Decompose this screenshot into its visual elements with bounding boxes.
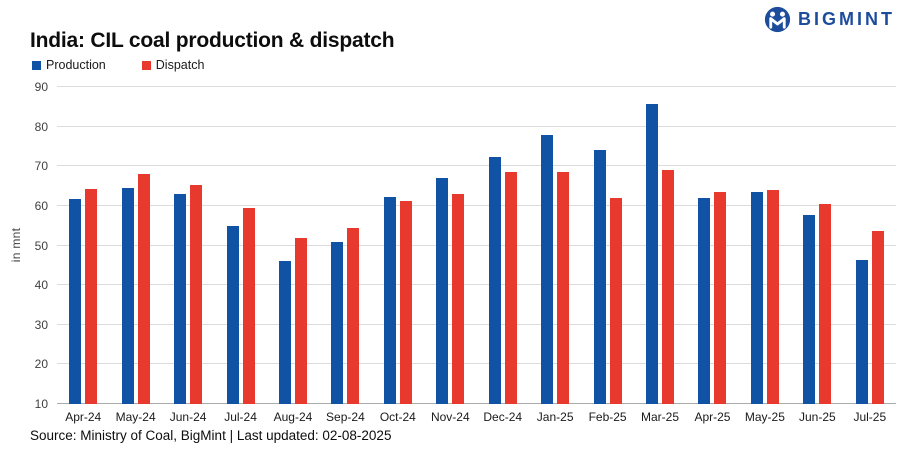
bar-production — [121, 188, 134, 404]
y-tick-label-60: 60 — [34, 198, 48, 213]
bar-group-apr-24 — [57, 87, 109, 404]
bar-group-may-25 — [739, 87, 791, 404]
gridline-10 — [57, 403, 896, 404]
bar-group-oct-24 — [372, 87, 424, 404]
bar-production — [436, 178, 449, 404]
y-tick-label-10: 10 — [34, 397, 48, 411]
x-tick-label-dec-24: Dec-24 — [483, 410, 523, 424]
bar-dispatch — [399, 200, 412, 404]
gridline-40 — [57, 284, 896, 286]
bar-group-jul-24 — [214, 87, 266, 404]
x-tick-label-mar-25: Mar-25 — [641, 410, 680, 424]
x-tick-label-apr-25: Apr-25 — [694, 410, 731, 424]
bar-dispatch — [137, 173, 150, 404]
bar-group-mar-25 — [634, 87, 686, 404]
bar-dispatch — [452, 194, 465, 404]
bar-production — [593, 150, 606, 404]
legend-swatch-production — [32, 60, 41, 70]
bar-production — [698, 198, 711, 404]
x-tick-label-jul-24: Jul-24 — [224, 410, 257, 424]
x-tick-label-sep-24: Sep-24 — [326, 410, 365, 424]
x-tick-label-jul-25: Jul-25 — [853, 410, 887, 424]
bar-groups — [57, 87, 896, 404]
y-tick-label-30: 30 — [34, 317, 48, 332]
x-axis: Apr-24 May-24 Jun-24 Jul-24 Aug-24 Sep-24 Oct-… — [57, 410, 896, 424]
bar-group-sep-24 — [319, 87, 371, 404]
bar-dispatch — [871, 231, 884, 404]
chart-legend: Production Dispatch — [32, 58, 204, 72]
x-tick-label-jan-25: Jan-25 — [536, 410, 574, 424]
bar-production — [750, 192, 763, 404]
bar-dispatch — [714, 192, 727, 404]
bar-production — [488, 157, 501, 404]
gridline-60 — [57, 204, 896, 206]
bar-production — [855, 259, 868, 404]
bar-group-apr-25 — [686, 87, 738, 404]
bar-group-nov-24 — [424, 87, 476, 404]
bar-group-dec-24 — [477, 87, 529, 404]
plot-area — [57, 86, 896, 404]
x-tick-label-oct-24: Oct-24 — [379, 410, 416, 424]
bar-dispatch — [504, 172, 517, 404]
x-tick-label-nov-24: Nov-24 — [430, 410, 470, 424]
gridline-90 — [57, 86, 896, 87]
y-tick-label-50: 50 — [34, 238, 48, 253]
y-tick-label-40: 40 — [34, 278, 48, 293]
source-note: Source: Ministry of Coal, BigMint | Last… — [30, 428, 392, 443]
legend-label: Dispatch — [155, 58, 205, 72]
bar-production — [278, 261, 291, 404]
bar-production — [331, 241, 344, 404]
bar-group-may-24 — [109, 87, 161, 404]
gridline-30 — [57, 323, 896, 325]
bar-dispatch — [190, 185, 203, 404]
y-tick-label-70: 70 — [34, 159, 48, 174]
x-tick-label-may-25: May-25 — [744, 410, 785, 424]
bar-dispatch — [609, 197, 622, 404]
y-tick-label-80: 80 — [34, 119, 48, 134]
bigmint-logo-icon — [764, 6, 791, 33]
bar-dispatch — [662, 170, 675, 404]
brand-name: BIGMINT — [798, 9, 895, 29]
bar-dispatch — [242, 207, 255, 404]
x-tick-label-feb-25: Feb-25 — [588, 410, 627, 424]
bar-dispatch — [294, 237, 307, 404]
gridline-20 — [57, 363, 896, 365]
bar-group-aug-24 — [267, 87, 319, 404]
y-tick-label-20: 20 — [34, 357, 48, 372]
bar-dispatch — [85, 188, 98, 404]
bar-group-jun-24 — [162, 87, 214, 404]
legend-item-production: Production — [32, 58, 106, 72]
bar-production — [226, 226, 239, 404]
gridline-50 — [57, 244, 896, 246]
bar-production — [541, 135, 554, 404]
bar-group-jul-25 — [844, 87, 896, 404]
x-tick-label-may-24: May-24 — [115, 410, 156, 424]
bar-group-feb-25 — [581, 87, 633, 404]
legend-swatch-dispatch — [141, 60, 151, 70]
bar-production — [174, 193, 187, 404]
bar-dispatch — [819, 204, 832, 404]
page-title: India: CIL coal production & dispatch — [30, 29, 395, 52]
bar-group-jan-25 — [529, 87, 581, 404]
x-tick-label-jun-25: Jun-25 — [798, 410, 836, 424]
bar-production — [383, 196, 396, 404]
gridline-80 — [57, 125, 896, 127]
x-tick-label-aug-24: Aug-24 — [273, 410, 313, 424]
bar-production — [803, 215, 816, 404]
bar-production — [646, 103, 659, 404]
legend-item-dispatch: Dispatch — [141, 58, 205, 72]
x-tick-label-jun-24: Jun-24 — [169, 410, 207, 424]
y-axis: 90 80 70 60 50 40 30 20 10 — [0, 80, 48, 411]
legend-label: Production — [46, 58, 106, 72]
y-tick-label-90: 90 — [34, 80, 48, 94]
x-tick-label-apr-24: Apr-24 — [65, 410, 102, 424]
bar-production — [69, 198, 82, 404]
bigmint-logo: BIGMINT — [764, 6, 895, 33]
bar-group-jun-25 — [791, 87, 843, 404]
bar-dispatch — [766, 190, 779, 404]
bar-dispatch — [557, 171, 570, 404]
bar-dispatch — [347, 228, 360, 404]
gridline-70 — [57, 165, 896, 167]
